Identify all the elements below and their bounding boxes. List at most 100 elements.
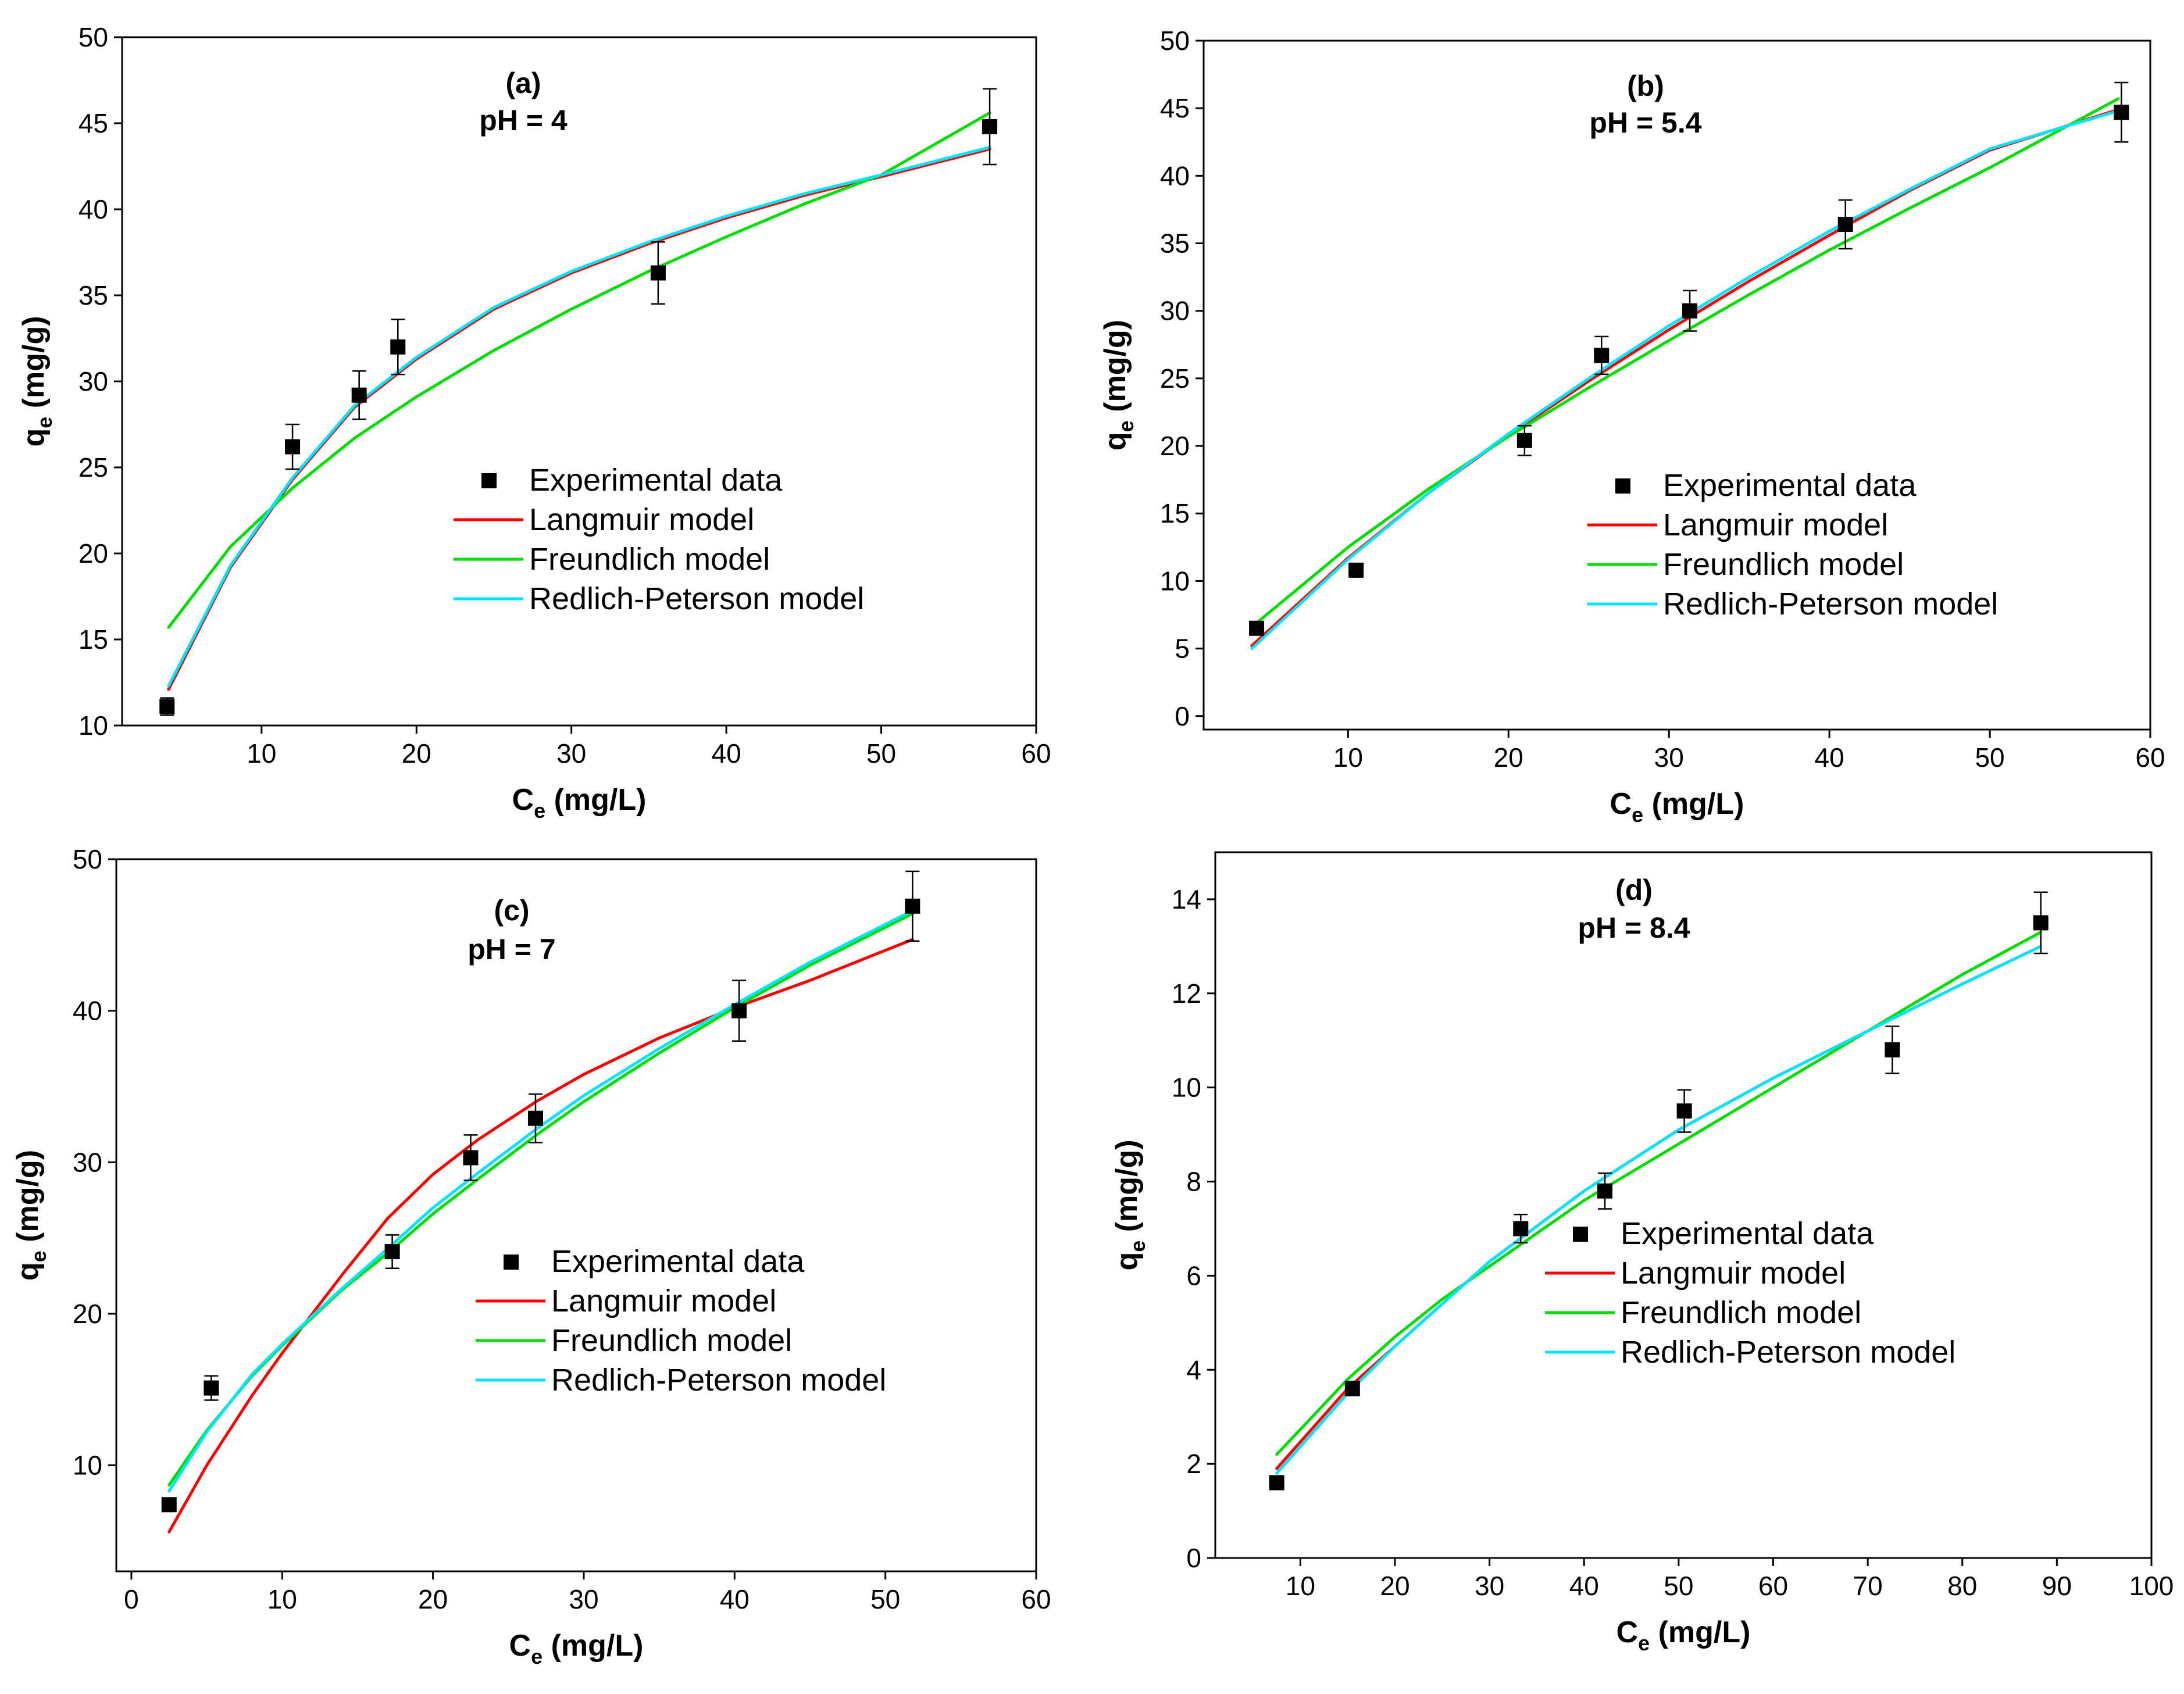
y-tick-label: 8: [1186, 1167, 1201, 1197]
experimental-point: [384, 1244, 400, 1260]
x-tick-label: 40: [1569, 1571, 1599, 1601]
y-tick-label: 25: [1160, 363, 1190, 394]
chart-panel-b: 10 20 30 40 50 60 0 5 10 15 20 25 30 35 40 45 50 Ce (mg/L…: [1098, 26, 2165, 827]
experimental-point: [982, 119, 998, 134]
experimental-point: [161, 1497, 177, 1513]
y-tick-label: 5: [1175, 634, 1190, 664]
y-axis-title: qe (mg/g): [1110, 1139, 1150, 1270]
y-tick-label: 2: [1186, 1449, 1201, 1479]
legend-label-experimental: Experimental data: [551, 1244, 805, 1279]
y-tick-label: 12: [1172, 978, 1201, 1009]
y-tick-label: 0: [1175, 701, 1190, 731]
freundlich-curve: [1275, 931, 2043, 1456]
x-axis-title: Ce (mg/L): [509, 1629, 644, 1668]
experimental-point: [204, 1380, 219, 1396]
experimental-point: [1249, 620, 1265, 636]
legend: Experimental data Langmuir model Freundlic…: [1587, 468, 1998, 621]
panel-label: (d): [1615, 874, 1653, 906]
plot-frame: [115, 858, 1037, 1573]
legend-marker-experimental: [481, 473, 497, 488]
y-tick-label: 10: [1160, 566, 1190, 596]
freundlich-curve: [1250, 97, 2120, 628]
y-tick-label: 20: [1160, 431, 1190, 461]
experimental-point: [527, 1110, 543, 1126]
x-axis-title: Ce (mg/L): [1616, 1616, 1751, 1655]
legend-label-langmuir: Langmuir model: [1663, 508, 1888, 542]
y-tick-label: 50: [73, 844, 102, 874]
experimental-point: [1269, 1475, 1284, 1491]
x-tick-label: 60: [2135, 742, 2165, 773]
x-tick-label: 60: [1758, 1571, 1788, 1601]
redlich-curve: [167, 145, 991, 688]
legend: Experimental data Langmuir model Freundlic…: [454, 463, 864, 616]
legend-label-freundlich: Freundlich model: [529, 542, 770, 577]
legend-label-redlich: Redlich-Peterson model: [529, 581, 864, 616]
experimental-point: [1682, 303, 1698, 319]
y-tick-label: 45: [1160, 93, 1190, 123]
legend-marker-experimental: [504, 1255, 519, 1270]
x-axis-title: Ce (mg/L): [1610, 787, 1744, 827]
legend: Experimental data Langmuir model Freundlic…: [1545, 1216, 1955, 1370]
x-tick-label: 10: [247, 738, 276, 769]
x-tick-label: 60: [1021, 738, 1051, 769]
experimental-point: [2033, 915, 2049, 931]
legend-label-freundlich: Freundlich model: [551, 1323, 792, 1358]
chart-title: pH = 8.4: [1578, 912, 1690, 944]
x-tick-label: 40: [1815, 742, 1844, 773]
y-tick-label: 50: [78, 22, 108, 52]
experimental-point: [1676, 1103, 1692, 1119]
y-tick-label: 30: [1160, 296, 1190, 326]
experimental-point: [731, 1003, 747, 1018]
experimental-point: [1344, 1381, 1360, 1396]
freundlich-curve: [167, 912, 914, 1486]
y-tick-label: 15: [78, 624, 108, 655]
experimental-point: [285, 439, 301, 455]
experimental-point: [1597, 1183, 1613, 1199]
redlich-curve: [1250, 109, 2120, 651]
x-tick-label: 40: [720, 1584, 750, 1614]
y-tick-label: 40: [73, 996, 102, 1026]
y-axis-title: qe (mg/g): [11, 1150, 51, 1281]
chart-title: pH = 5.4: [1589, 106, 1701, 139]
legend-marker-experimental: [1573, 1227, 1588, 1242]
y-axis-title: qe (mg/g): [17, 316, 56, 446]
x-tick-label: 30: [569, 1584, 598, 1614]
legend-label-redlich: Redlich-Peterson model: [1663, 587, 1998, 621]
experimental-point: [1513, 1221, 1529, 1236]
x-tick-label: 20: [1494, 742, 1523, 773]
x-tick-label: 20: [418, 1584, 448, 1614]
freundlich-curve: [167, 111, 991, 629]
legend-label-redlich: Redlich-Peterson model: [551, 1363, 886, 1398]
y-tick-label: 25: [78, 452, 108, 483]
experimental-point: [463, 1150, 479, 1166]
y-tick-label: 10: [73, 1450, 102, 1481]
experimental-point: [2114, 105, 2129, 120]
x-tick-label: 10: [1286, 1571, 1315, 1601]
experimental-point: [1516, 433, 1532, 448]
chart-panel-d: 10 20 30 40 50 60 70 80 90 100 0 2 4 6 8 10 12 14 Ce (mg/L…: [1110, 851, 2174, 1655]
y-tick-label: 35: [78, 280, 108, 310]
y-tick-label: 30: [78, 366, 108, 396]
legend-label-redlich: Redlich-Peterson model: [1621, 1335, 1955, 1370]
x-axis-title: Ce (mg/L): [512, 783, 647, 823]
x-tick-label: 100: [2129, 1571, 2174, 1601]
y-tick-label: 40: [78, 194, 108, 224]
x-tick-label: 30: [1654, 742, 1684, 773]
redlich-curve: [167, 909, 914, 1493]
y-tick-label: 20: [78, 538, 108, 569]
x-tick-label: 20: [1380, 1571, 1409, 1601]
experimental-point: [351, 387, 367, 403]
x-tick-label: 10: [267, 1584, 297, 1614]
x-tick-label: 70: [1853, 1571, 1883, 1601]
plot-frame: [121, 36, 1037, 727]
panel-label: (b): [1627, 70, 1664, 102]
x-tick-label: 80: [1947, 1571, 1977, 1601]
x-tick-label: 40: [712, 738, 741, 769]
chart-panel-c: 0 10 20 30 40 50 60 10 20 30 40 50 Ce (mg/L) qe (mg/g…: [11, 844, 1051, 1668]
experimental-point: [1594, 348, 1610, 363]
legend-label-langmuir: Langmuir model: [551, 1284, 776, 1318]
experimental-point: [1348, 562, 1364, 578]
y-axis-title: qe (mg/g): [1098, 320, 1138, 451]
legend-label-freundlich: Freundlich model: [1621, 1295, 1861, 1330]
